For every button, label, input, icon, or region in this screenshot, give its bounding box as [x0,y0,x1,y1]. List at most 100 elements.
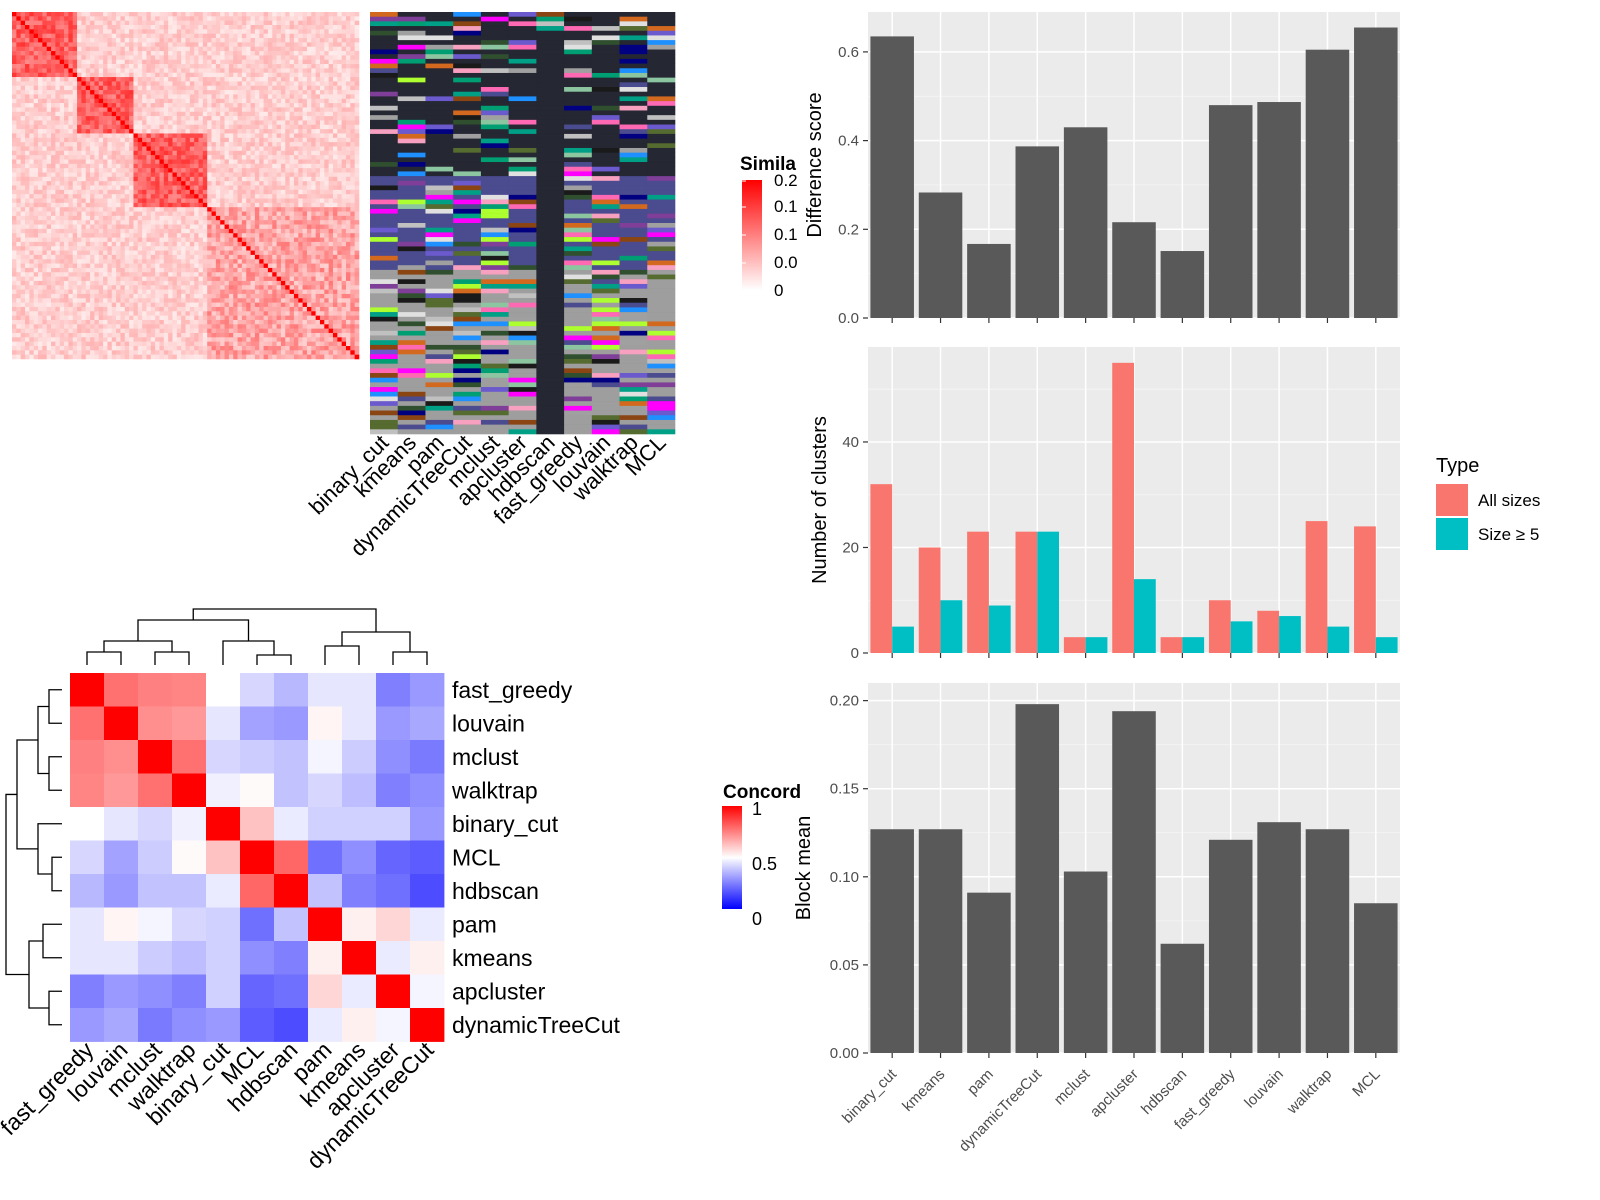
similarity-cell [189,16,195,21]
similarity-cell [241,81,247,87]
similarity-cell [12,85,17,91]
similarity-cell [263,176,269,182]
similarity-cell [233,72,238,78]
similarity-cell [55,68,61,74]
similarity-cell [224,59,230,65]
similarity-cell [124,259,130,264]
similarity-cell [332,224,338,230]
similarity-cell [116,250,121,256]
similarity-cell [276,181,282,186]
similarity-cell [94,137,100,143]
similarity-cell [185,68,191,74]
similarity-cell [276,172,282,178]
similarity-cell [207,81,212,87]
similarity-cell [272,211,277,217]
similarity-cell [254,12,260,17]
similarity-cell [246,77,251,82]
similarity-cell [146,33,152,39]
similarity-cell [228,98,234,104]
similarity-cell [81,259,87,264]
similarity-cell [64,16,69,21]
similarity-cell [228,129,234,134]
similarity-cell [72,85,78,91]
similarity-cell [150,224,156,230]
similarity-cell [280,168,286,173]
similarity-cell [68,107,74,113]
similarity-cell [267,25,273,30]
similarity-cell [137,241,143,247]
similarity-cell [233,250,238,256]
similarity-cell [146,237,152,243]
similarity-cell [163,33,169,39]
similarity-cell [337,120,342,126]
similarity-cell [237,254,243,260]
similarity-cell [116,168,121,173]
similarity-cell [293,241,299,247]
similarity-cell [42,163,47,169]
similarity-cell [94,220,100,225]
similarity-cell [163,42,169,47]
similarity-cell [129,237,134,243]
similarity-cell [246,207,251,212]
similarity-cell [185,29,191,34]
similarity-cell [233,254,238,260]
similarity-cell [55,38,61,43]
similarity-cell [202,207,208,212]
similarity-cell [90,250,95,256]
similarity-cell [237,150,243,156]
similarity-cell [155,38,160,43]
similarity-cell [285,90,290,95]
similarity-cell [350,276,355,282]
similarity-cell [185,155,191,160]
similarity-cell [228,276,234,282]
similarity-cell [185,263,191,269]
similarity-cell [215,176,221,182]
similarity-cell [302,211,308,217]
similarity-cell [111,72,117,78]
similarity-cell [354,72,360,78]
similarity-cell [198,68,204,74]
similarity-cell [254,207,260,212]
similarity-cell [38,220,43,225]
similarity-cell [90,124,95,130]
similarity-cell [46,103,52,108]
similarity-cell [94,150,100,156]
similarity-cell [142,120,147,126]
similarity-cell [328,85,334,91]
similarity-cell [12,103,17,108]
similarity-cell [133,29,139,34]
similarity-cell [233,228,238,234]
similarity-cell [159,211,165,217]
similarity-cell [107,176,113,182]
similarity-cell [168,12,173,17]
similarity-cell [220,250,225,256]
similarity-cell [12,107,17,113]
similarity-cell [168,168,173,173]
similarity-cell [259,155,264,160]
similarity-cell [272,176,277,182]
similarity-cell [20,150,26,156]
similarity-cell [133,233,139,238]
similarity-cell [46,250,52,256]
similarity-cell [224,16,230,21]
similarity-cell [133,33,139,39]
similarity-cell [341,111,347,117]
similarity-cell [51,146,56,152]
similarity-cell [233,181,238,186]
similarity-cell [129,241,134,247]
similarity-cell [146,107,152,113]
similarity-cell [94,46,100,52]
similarity-cell [298,103,303,108]
similarity-cell [133,12,139,17]
similarity-cell [207,25,212,30]
similarity-cell [246,189,251,195]
similarity-cell [38,72,43,78]
similarity-cell [25,72,30,78]
similarity-cell [25,124,30,130]
similarity-cell [77,111,82,117]
similarity-cell [276,55,282,61]
similarity-cell [64,159,69,165]
similarity-cell [133,142,139,147]
similarity-cell [29,207,34,212]
similarity-cell [332,20,338,26]
